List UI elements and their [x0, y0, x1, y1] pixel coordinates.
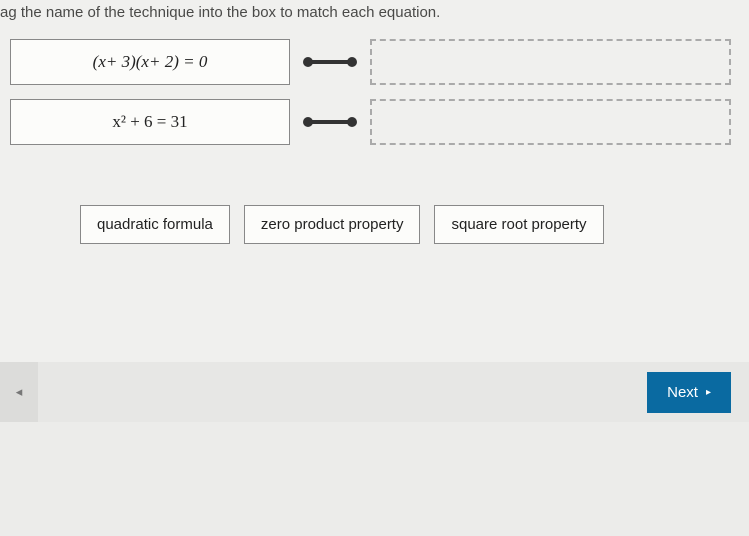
footer-bar: ◂ Next ▸ [0, 362, 749, 422]
match-row: (x + 3)(x + 2) = 0 [10, 39, 739, 85]
below-footer-area [0, 422, 749, 536]
connector-icon [290, 112, 370, 132]
prev-button[interactable]: ◂ [0, 362, 38, 422]
drop-target-2[interactable] [370, 99, 731, 145]
equation-box-1: (x + 3)(x + 2) = 0 [10, 39, 290, 85]
equation-box-2: x² + 6 = 31 [10, 99, 290, 145]
chevron-right-icon: ▸ [706, 387, 711, 398]
option-quadratic-formula[interactable]: quadratic formula [80, 205, 230, 244]
connector-icon [290, 52, 370, 72]
option-zero-product-property[interactable]: zero product property [244, 205, 421, 244]
options-row: quadratic formula zero product property … [80, 205, 739, 244]
option-square-root-property[interactable]: square root property [434, 205, 603, 244]
next-button[interactable]: Next ▸ [647, 372, 731, 413]
chevron-left-icon: ◂ [16, 384, 23, 400]
instruction-text: ag the name of the technique into the bo… [0, 0, 739, 39]
next-button-label: Next [667, 384, 698, 401]
connector-2[interactable] [290, 99, 370, 145]
connector-1[interactable] [290, 39, 370, 85]
drop-target-1[interactable] [370, 39, 731, 85]
match-row: x² + 6 = 31 [10, 99, 739, 145]
